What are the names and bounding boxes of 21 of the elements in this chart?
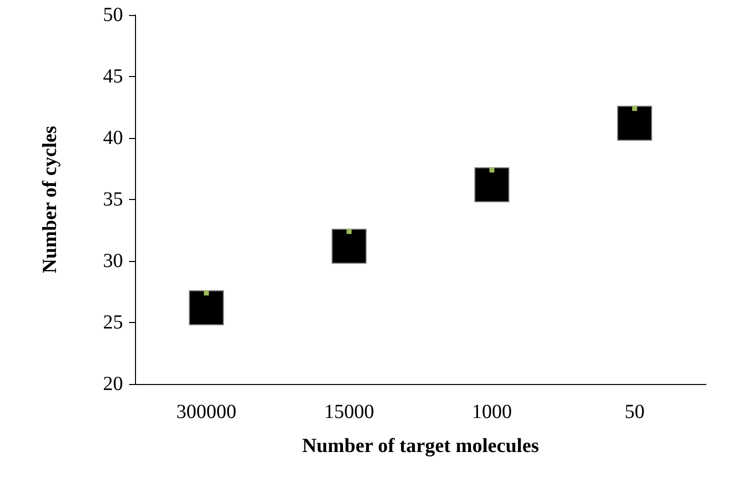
point — [617, 106, 652, 141]
point — [489, 167, 494, 172]
x-axis-title: Number of target molecules — [302, 435, 540, 457]
x-tick-label: 300000 — [176, 401, 236, 423]
point — [474, 167, 510, 202]
y-tick-label: 50 — [103, 4, 123, 26]
point — [204, 290, 209, 296]
y-tick-label: 30 — [103, 250, 123, 272]
x-tick-label: 1000 — [472, 401, 512, 423]
y-tick-label: 45 — [103, 66, 123, 88]
y-axis-title: Number of cycles — [39, 126, 61, 274]
y-tick-label: 40 — [103, 127, 123, 149]
x-tick-label: 15000 — [324, 401, 374, 423]
x-tick-label: 50 — [624, 401, 645, 423]
y-tick-label: 25 — [103, 312, 123, 334]
y-tick-label: 20 — [103, 373, 123, 395]
point — [632, 106, 638, 111]
y-tick-label: 35 — [103, 188, 123, 210]
point — [332, 228, 367, 264]
point — [346, 228, 352, 234]
point — [188, 290, 224, 326]
